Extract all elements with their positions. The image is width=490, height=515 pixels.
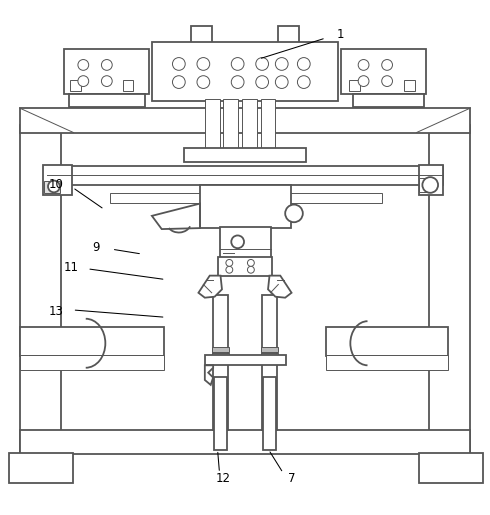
Bar <box>212 347 229 352</box>
Circle shape <box>172 76 185 89</box>
Circle shape <box>275 76 288 89</box>
Bar <box>212 353 229 358</box>
Bar <box>110 193 382 202</box>
Circle shape <box>358 60 369 71</box>
Bar <box>205 99 220 151</box>
Bar <box>9 453 73 483</box>
Text: 7: 7 <box>288 472 295 486</box>
Circle shape <box>172 58 185 71</box>
Bar <box>20 354 164 370</box>
Bar <box>261 99 275 151</box>
Circle shape <box>197 58 210 71</box>
Polygon shape <box>205 365 213 385</box>
Polygon shape <box>198 276 222 298</box>
Bar <box>213 295 228 430</box>
Circle shape <box>101 60 112 71</box>
Bar <box>419 453 483 483</box>
Polygon shape <box>268 276 292 298</box>
Bar <box>69 94 145 107</box>
Circle shape <box>48 181 60 192</box>
Circle shape <box>256 58 269 71</box>
Bar <box>349 80 360 91</box>
Text: 1: 1 <box>337 28 344 41</box>
Circle shape <box>231 58 244 71</box>
Bar <box>419 178 429 192</box>
Bar <box>47 166 443 185</box>
Circle shape <box>297 76 310 89</box>
Circle shape <box>275 58 288 71</box>
Bar <box>326 354 448 370</box>
Bar <box>261 347 278 352</box>
Bar <box>404 80 415 91</box>
Bar <box>64 49 149 94</box>
Text: 12: 12 <box>216 472 230 486</box>
Bar <box>429 125 470 454</box>
Polygon shape <box>152 203 200 229</box>
Bar <box>242 99 257 151</box>
Circle shape <box>247 260 254 266</box>
Bar <box>20 430 470 454</box>
Bar <box>152 42 338 101</box>
Bar <box>20 327 164 355</box>
Bar <box>20 108 470 132</box>
Bar <box>278 26 299 44</box>
Circle shape <box>256 76 269 89</box>
Circle shape <box>231 76 244 89</box>
Bar <box>122 80 133 91</box>
Circle shape <box>226 266 233 273</box>
Circle shape <box>78 76 89 87</box>
Bar <box>220 227 271 259</box>
Circle shape <box>382 60 392 71</box>
Bar <box>70 80 81 91</box>
Circle shape <box>358 76 369 87</box>
Bar <box>353 94 424 107</box>
Bar <box>205 354 286 365</box>
Circle shape <box>226 260 233 266</box>
Bar <box>263 377 276 450</box>
Text: 10: 10 <box>49 178 64 191</box>
Text: 13: 13 <box>49 305 64 318</box>
Bar <box>326 327 448 355</box>
Text: 11: 11 <box>64 261 78 274</box>
Circle shape <box>197 76 210 89</box>
Bar <box>214 377 227 450</box>
Circle shape <box>285 204 303 222</box>
Circle shape <box>231 235 244 248</box>
Bar <box>262 295 277 430</box>
Circle shape <box>78 60 89 71</box>
Circle shape <box>422 177 438 193</box>
Circle shape <box>297 58 310 71</box>
Text: 9: 9 <box>92 241 99 254</box>
Bar <box>223 99 238 151</box>
Bar <box>341 49 426 94</box>
Bar <box>419 165 443 195</box>
Bar <box>261 353 278 358</box>
Bar <box>191 26 212 44</box>
Circle shape <box>382 76 392 87</box>
Bar <box>20 125 61 454</box>
Bar <box>200 185 291 228</box>
Bar <box>184 148 306 162</box>
Circle shape <box>247 266 254 273</box>
Circle shape <box>101 76 112 87</box>
Bar <box>43 165 72 195</box>
Bar <box>44 181 60 193</box>
Bar <box>218 257 272 276</box>
